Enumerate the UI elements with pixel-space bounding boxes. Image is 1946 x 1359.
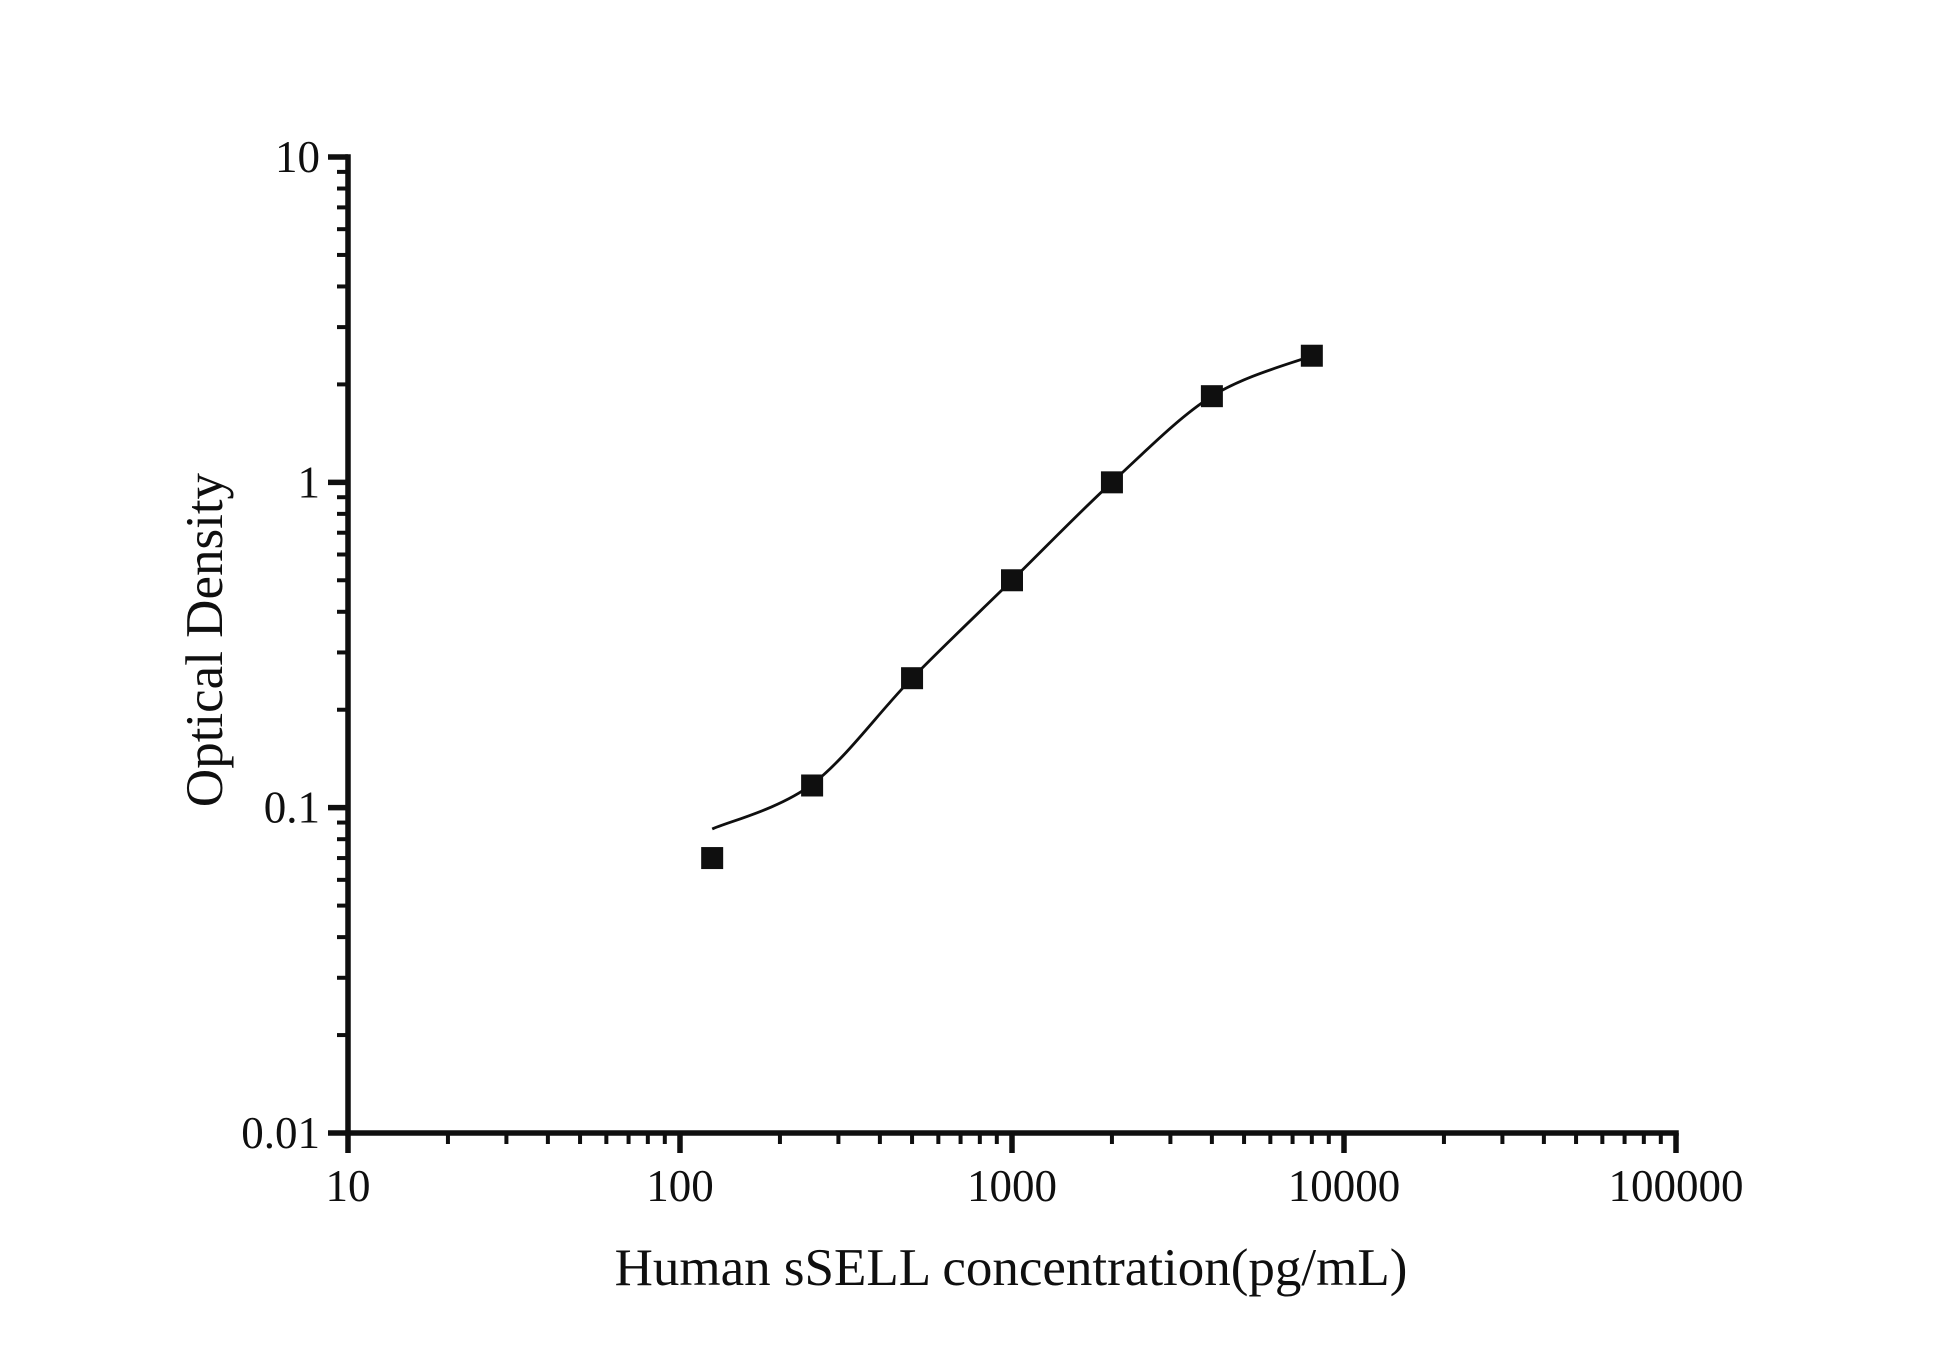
data-point-marker [1100, 471, 1123, 494]
data-point-marker [1300, 344, 1323, 367]
fit-curve-line [711, 354, 1313, 831]
y-axis-tick-label: 0.01 [241, 1108, 320, 1158]
data-point-marker [901, 667, 924, 690]
y-axis-tick-label: 0.1 [264, 783, 320, 833]
x-axis-tick-label: 100 [646, 1161, 714, 1211]
data-point-marker [801, 774, 824, 797]
x-axis-tick-label: 10000 [1288, 1161, 1401, 1211]
data-point-marker [1001, 569, 1023, 592]
x-axis-tick-label: 100000 [1609, 1161, 1744, 1211]
x-axis-tick-label: 10 [326, 1161, 371, 1211]
data-point-marker [1200, 385, 1223, 408]
y-axis-tick-label: 10 [275, 132, 320, 182]
x-axis-tick-label: 1000 [967, 1161, 1057, 1211]
y-axis-title: Optical Density [176, 472, 234, 807]
x-axis-title: Human sSELL concentration(pg/mL) [615, 1239, 1408, 1297]
y-axis-tick-label: 1 [298, 457, 321, 507]
data-point-marker [701, 847, 724, 870]
plot-area: 10 100 1000 10000 100000 0.01 0.1 1 10 [241, 132, 1743, 1211]
